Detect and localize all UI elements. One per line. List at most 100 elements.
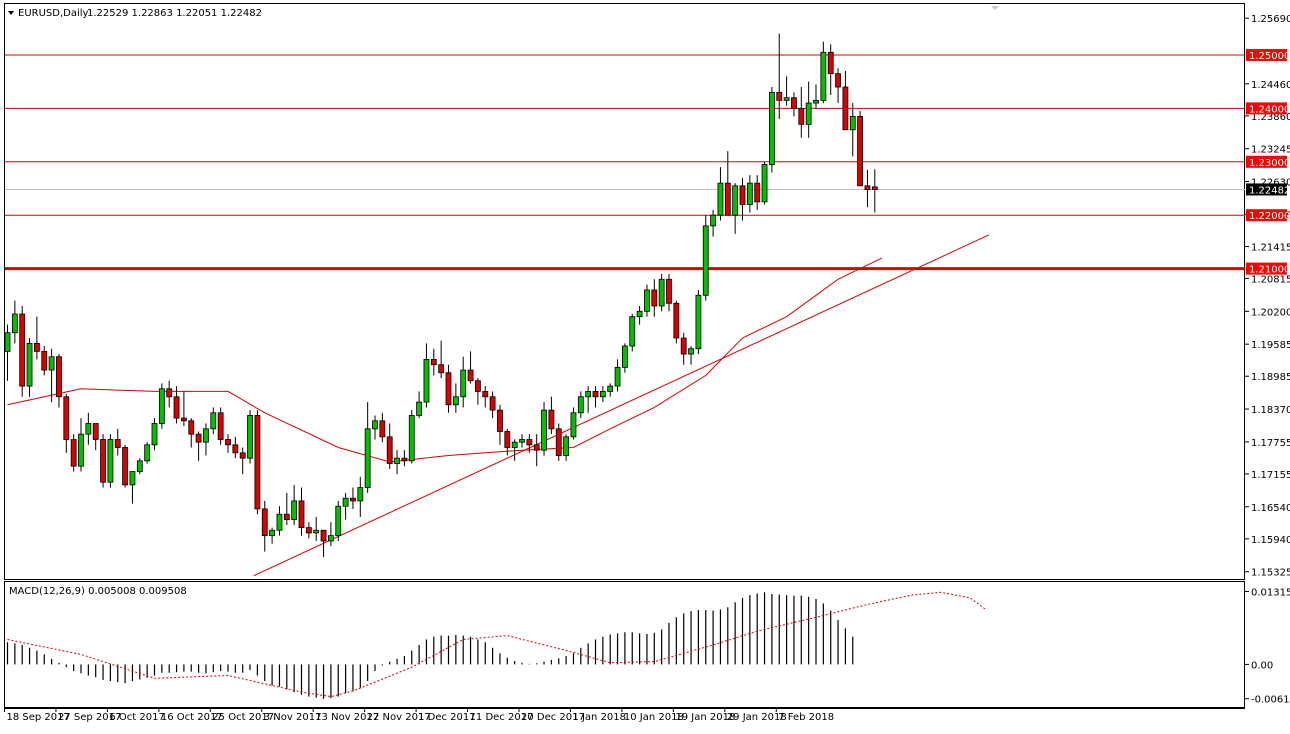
candle-body [644,289,650,312]
candle-body [783,97,790,101]
candle-body [136,460,143,472]
candle-body [269,529,276,537]
candle-body [673,302,680,339]
candle-body [827,51,834,75]
candle-body [291,500,298,520]
candle-body [835,73,841,88]
candle-body [151,423,158,446]
candle-body [474,380,481,392]
level-label: 1.25000 [1249,51,1290,62]
candle-body [504,431,511,448]
candle-body [820,51,827,101]
candle-body [849,116,856,131]
candle-body [791,97,797,109]
candle-body [372,420,378,430]
candle-body [805,102,812,125]
candle-body [511,441,518,448]
candle-body [394,457,400,464]
candle-body [276,513,283,531]
candle-body [225,439,231,446]
scroll-marker-icon[interactable] [991,6,999,10]
candle-body [651,289,658,307]
time-tick-label: 27 Sep 2017 [58,712,121,723]
candle-body [732,185,739,216]
candle-body [92,423,99,440]
candle-body [438,364,445,374]
candle-body [114,439,121,448]
candle-body [350,497,356,502]
candle-body [247,415,253,459]
time-tick-label: 18 Sep 2017 [7,712,70,723]
symbol-label: EURUSD,Daily [18,8,89,19]
time-tick-label: 13 Nov 2017 [315,712,379,723]
time-tick-label: 22 Nov 2017 [367,712,431,723]
candle-body [864,185,871,190]
level-label: 1.22000 [1249,211,1290,222]
candle-body [56,356,62,398]
time-tick-label: 3 Nov 2017 [264,712,322,723]
candle-body [754,182,761,203]
candle-body [666,278,672,304]
candle-body [497,409,503,432]
candle-body [460,369,467,398]
candle-body [203,428,209,443]
candle-body [305,527,312,534]
macd-signal-line [7,591,986,698]
macd-title: MACD(12,26,9) 0.005008 0.009508 [9,586,187,597]
price-tick-label: 1.22630 [1251,178,1290,189]
macd-axis-labels: 0.013154 0.00 -0.00619 [1245,587,1290,706]
candle-body [261,508,268,537]
time-tick-label: 20 Dec 2017 [521,712,585,723]
level-label: 1.24000 [1249,104,1290,115]
candle-body [173,396,180,419]
candle-body [739,185,746,205]
level-label: 1.23000 [1249,158,1290,169]
candle-body [232,444,239,454]
candle-body [78,433,84,467]
price-tick-label: 1.23860 [1251,112,1290,123]
macd-tick-label: 0.00 [1251,660,1273,671]
candle-body [695,294,702,350]
candle-body [482,391,489,398]
macd-tick-label: -0.00619 [1251,695,1290,706]
ohlc-readout: 1.22529 1.22863 1.22051 1.22482 [87,8,262,19]
candle-body [217,412,224,440]
candle-body [658,278,665,307]
candle-body [195,433,202,443]
price-tick-label: 1.20200 [1251,307,1290,318]
candle-body [210,412,217,430]
candle-body [379,420,386,438]
candle-body [41,350,48,371]
price-tick-label: 1.15940 [1251,535,1290,546]
candle-body [408,415,415,462]
candle-body [320,529,327,542]
trendline [253,234,989,577]
collapse-arrow-icon[interactable] [8,11,14,15]
trendline-line [253,234,989,577]
candle-body [769,91,775,165]
candle-body [541,409,547,451]
candle-body [577,396,584,414]
candle-body [364,428,371,488]
price-tick-label: 1.17755 [1251,438,1290,449]
current-price-label: 1.22482 [1249,185,1290,196]
candle-body [636,310,643,318]
current-price-label-bg [1246,183,1287,196]
price-tick-label: 1.23245 [1251,145,1290,156]
candle-body [688,348,694,355]
candle-body [129,471,136,486]
candle-body [585,391,592,398]
candle-body [702,225,709,296]
candle-body [386,436,393,464]
candle-body [122,447,128,486]
candle-body [842,86,849,131]
candle-body [85,423,92,435]
candle-body [335,505,342,537]
candle-body [48,356,55,371]
moving-average [7,257,883,463]
candle-body [710,214,716,227]
